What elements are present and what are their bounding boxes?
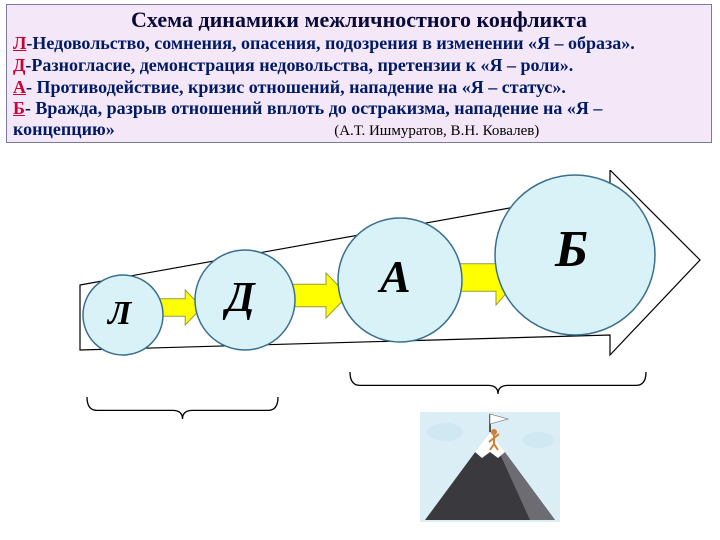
- stage-label: Л: [108, 295, 131, 333]
- bracket-right: [348, 370, 648, 398]
- citation: (А.Т. Ишмуратов, В.Н. Ковалев): [334, 123, 539, 140]
- definition-letter: Д: [13, 55, 25, 75]
- stage-label: Д: [226, 274, 255, 322]
- stage-label: Б: [555, 220, 588, 279]
- definition-text: Недовольство, сомнения, опасения, подозр…: [32, 33, 634, 53]
- definition-text: Противодействие, кризис отношений, напад…: [32, 77, 566, 97]
- flow-svg: [0, 170, 720, 540]
- diagram-area: Л Д А Б: [0, 170, 720, 540]
- definition-letter: Б: [13, 98, 25, 118]
- definition-text: Разногласие, демонстрация недовольства, …: [31, 55, 573, 75]
- mountain-clipart: [420, 412, 560, 522]
- header-box: Схема динамики межличностного конфликта …: [6, 4, 712, 143]
- definition-line: А- Противодействие, кризис отношений, на…: [13, 77, 705, 98]
- definition-letter: А: [13, 77, 26, 97]
- stage-label: А: [380, 250, 411, 303]
- definition-line: Д-Разногласие, демонстрация недовольства…: [13, 55, 705, 76]
- bracket-left: [85, 395, 280, 423]
- definition-line: Б- Вражда, разрыв отношений вплоть до ос…: [13, 98, 705, 140]
- definition-letter: Л: [13, 33, 26, 53]
- diagram-title: Схема динамики межличностного конфликта: [13, 7, 705, 32]
- definition-line: Л-Недовольство, сомнения, опасения, подо…: [13, 33, 705, 54]
